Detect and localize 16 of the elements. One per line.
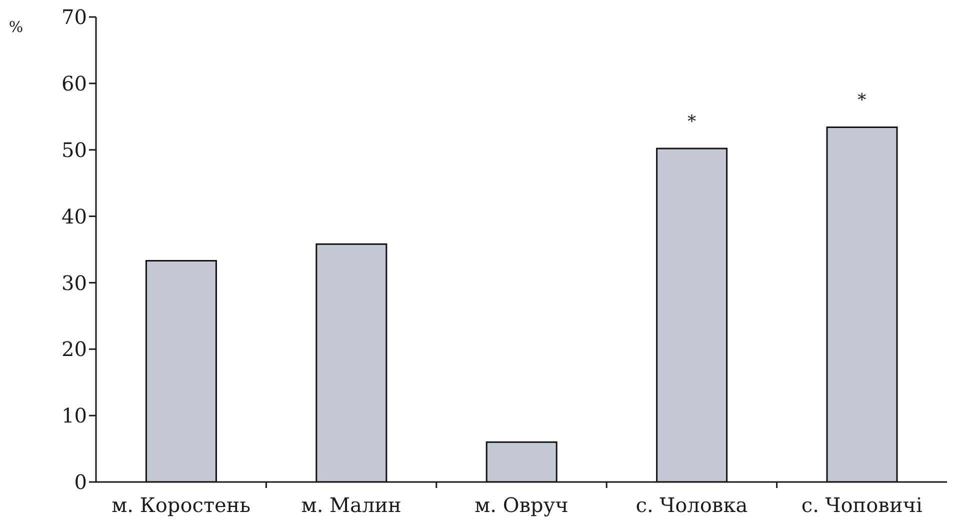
- y-tick-label: 70: [62, 5, 87, 30]
- annotation: *: [687, 112, 696, 132]
- annotation: *: [858, 90, 867, 111]
- x-tick-label: м. Малин: [301, 493, 402, 517]
- y-tick-label: 30: [62, 270, 87, 295]
- y-tick-label: 0: [74, 470, 87, 494]
- y-axis-title: %: [8, 18, 24, 36]
- x-tick-label: м. Овруч: [474, 493, 568, 517]
- y-tick-label: 20: [62, 337, 87, 362]
- y-tick-label: 40: [62, 204, 87, 228]
- y-tick-label: 10: [62, 404, 87, 428]
- x-tick-label: с. Чоловка: [636, 493, 748, 517]
- y-tick-label: 50: [62, 138, 87, 162]
- y-tick-label: 60: [62, 72, 87, 96]
- x-tick-label: м. Коростень: [112, 493, 251, 517]
- x-tick-label: с. Чоповичі: [801, 493, 922, 517]
